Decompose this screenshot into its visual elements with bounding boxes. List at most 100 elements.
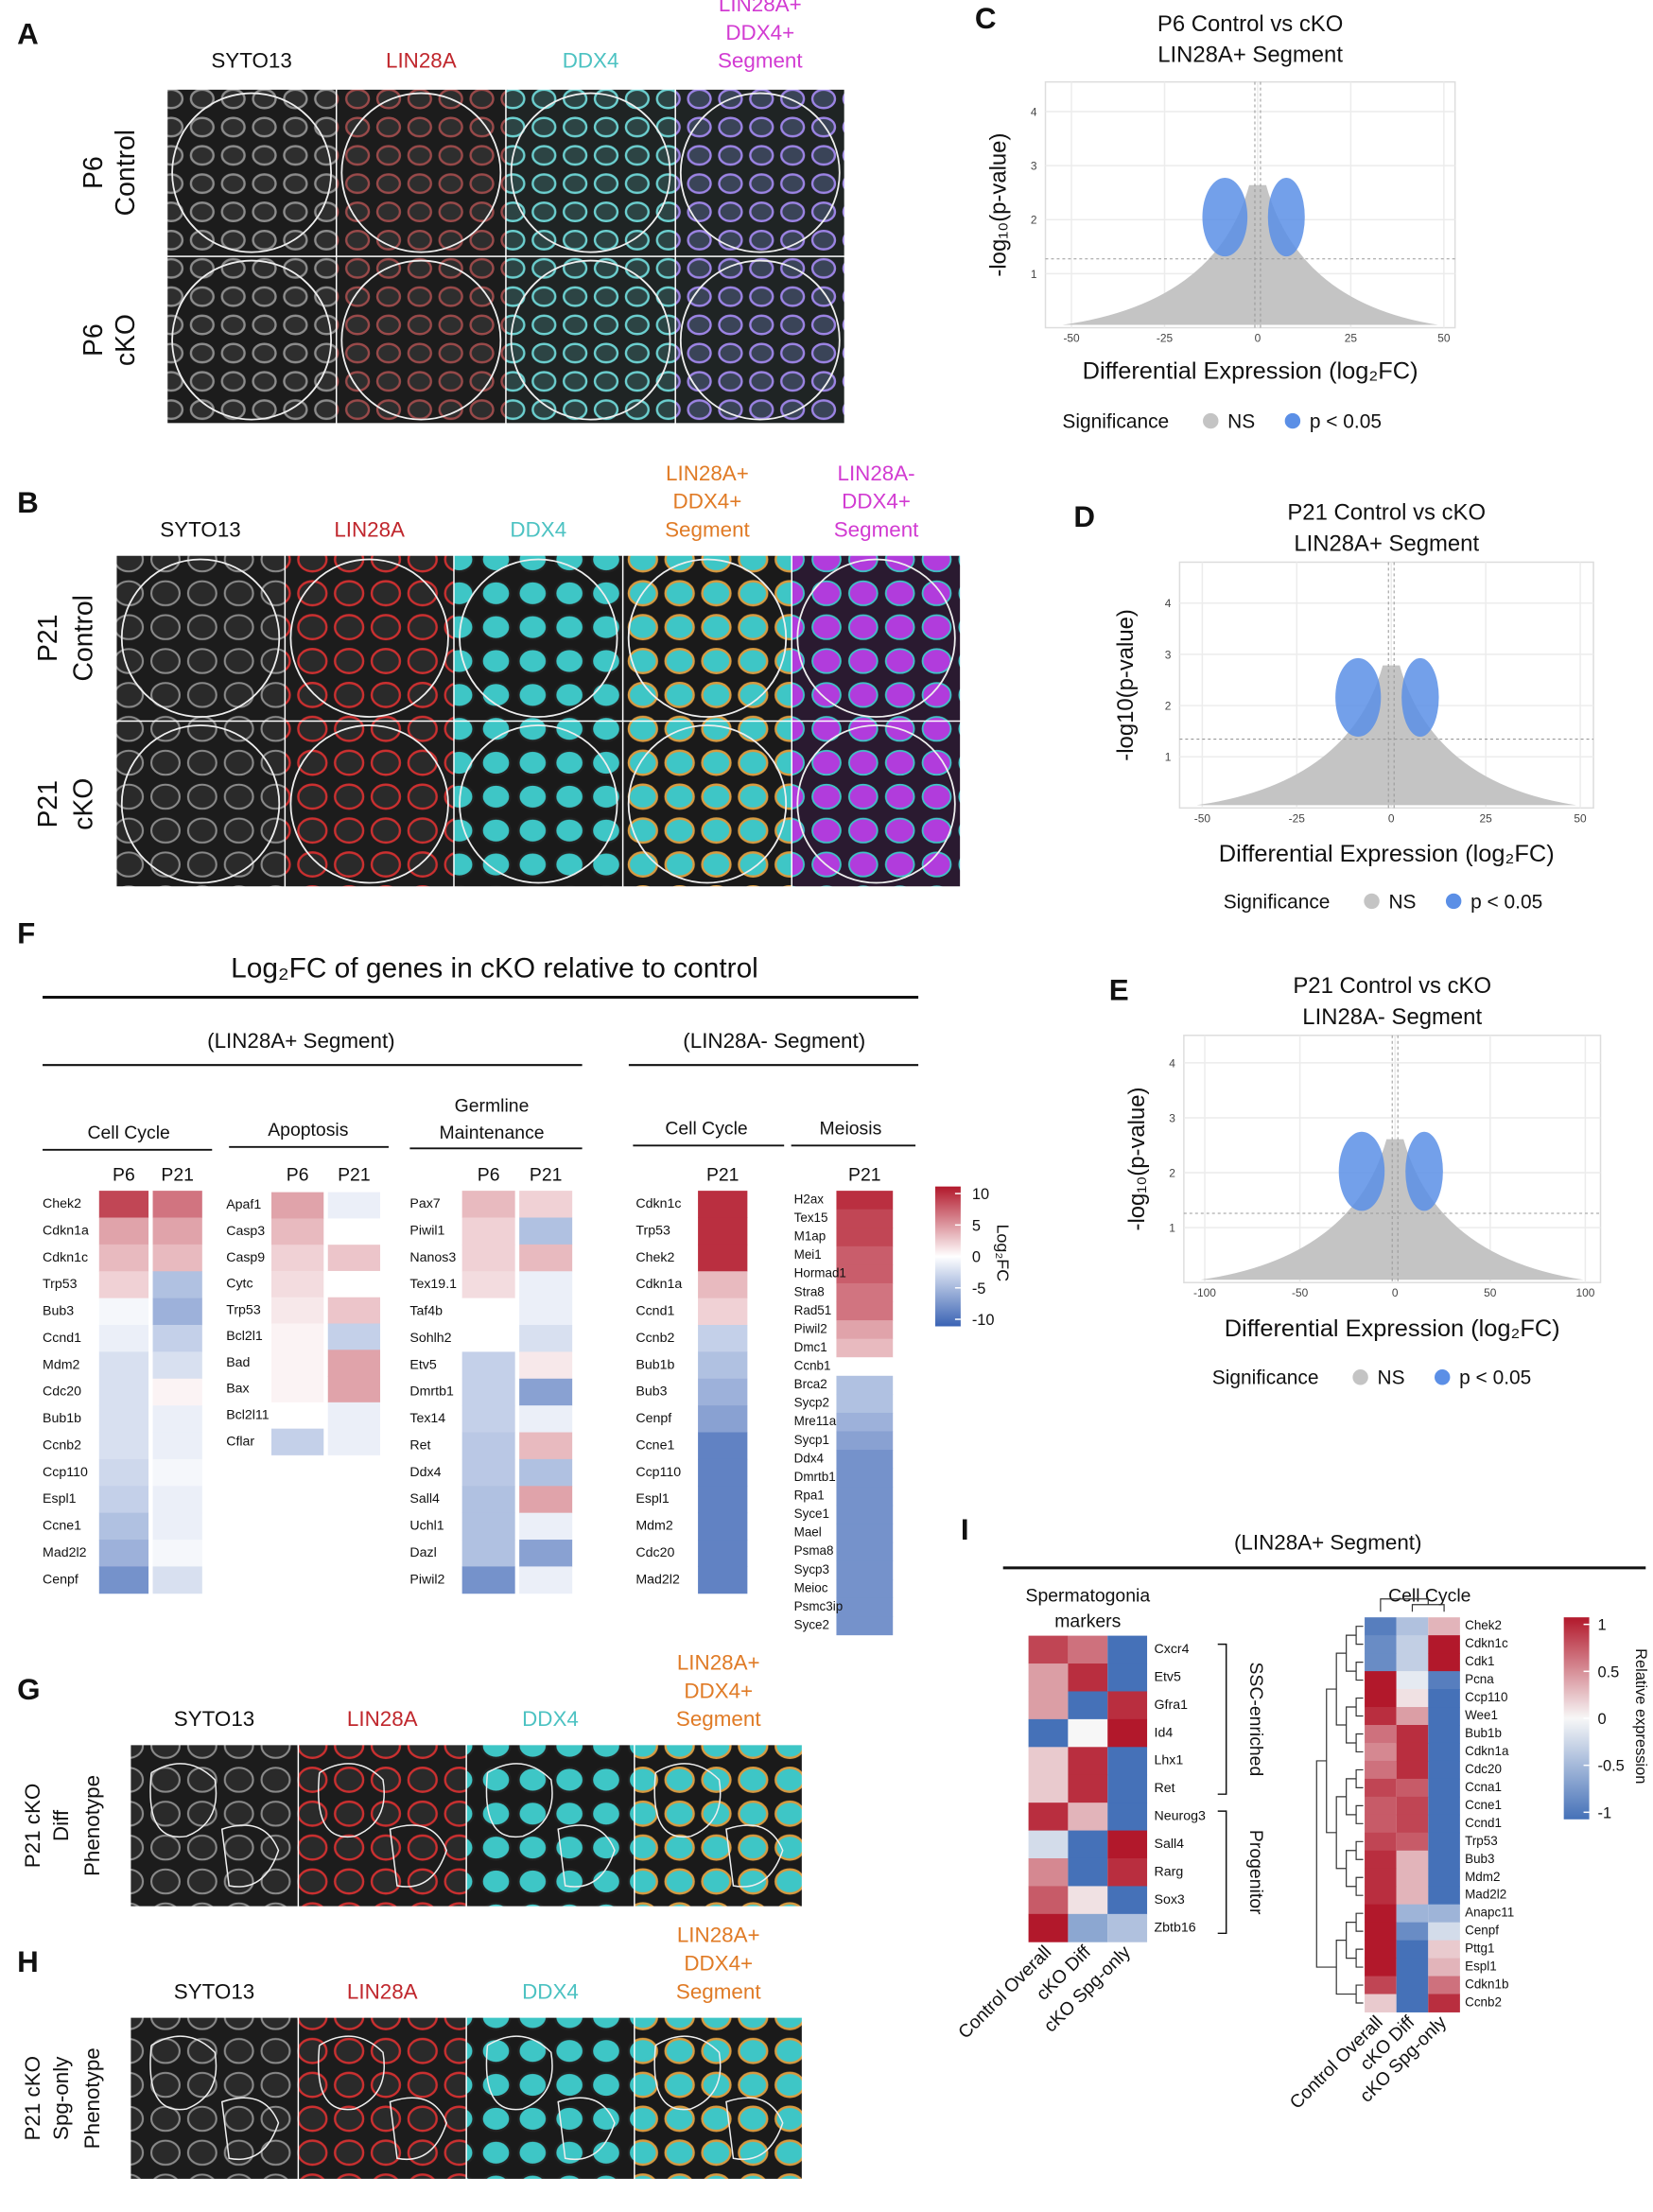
- heatmap-title: Spermatogonia: [1026, 1586, 1151, 1607]
- column-label: DDX4+: [673, 490, 742, 514]
- column-label: P21: [848, 1165, 881, 1186]
- heatmap-cell: [519, 1271, 573, 1299]
- micrograph: [299, 2017, 466, 2179]
- heatmap-cell: [98, 1351, 149, 1380]
- heatmap-cell: [98, 1244, 149, 1272]
- heatmap-cell: [1428, 1868, 1460, 1888]
- legend-label: NS: [1227, 411, 1255, 433]
- column-label: SYTO13: [174, 1979, 254, 2003]
- heatmap-cell: [98, 1378, 149, 1406]
- heatmap-cell: [98, 1271, 149, 1299]
- gene-label: Syce1: [794, 1507, 829, 1521]
- roi-outline: [289, 558, 449, 718]
- heatmap-cell: [519, 1540, 573, 1567]
- legend-title: Significance: [1062, 411, 1169, 433]
- heatmap-cell: [1396, 1940, 1429, 1959]
- column-label: DDX4: [522, 1979, 579, 2003]
- roi-outline: [627, 724, 788, 884]
- heatmap-cell: [1396, 1707, 1429, 1726]
- heatmap-cell: [1365, 1976, 1397, 1994]
- legend-label: p < 0.05: [1470, 891, 1542, 913]
- heatmap-cell: [1428, 1904, 1460, 1924]
- heatmap-cell: [1428, 1778, 1460, 1798]
- gene-label: Espl1: [43, 1491, 77, 1507]
- heatmap-cell: [836, 1375, 894, 1395]
- gene-label: Bad: [226, 1355, 250, 1370]
- heatmap-cell: [98, 1458, 149, 1487]
- legend-title: Significance: [1224, 891, 1331, 913]
- heatmap-cell: [836, 1394, 894, 1414]
- heatmap-cell: [1107, 1830, 1148, 1859]
- gene-label: Etv5: [1155, 1669, 1181, 1684]
- dendrogram: [1355, 1948, 1364, 1968]
- point-cloud: [1401, 657, 1439, 737]
- heatmap-cell: [519, 1378, 573, 1406]
- plot-title: P21 Control vs cKO: [1287, 500, 1486, 526]
- heatmap-cell: [152, 1271, 202, 1299]
- column-label: DDX4+: [842, 490, 911, 514]
- heatmap-cell: [1028, 1635, 1069, 1664]
- heatmap-cell: [1396, 1796, 1429, 1816]
- column-label: SYTO13: [174, 1707, 254, 1731]
- dendrogram: [1355, 1768, 1364, 1788]
- dendrogram: [1335, 1940, 1357, 1995]
- gene-label: Mdm2: [1465, 1870, 1500, 1884]
- point-cloud: [1062, 184, 1438, 325]
- heatmap-cell: [152, 1325, 202, 1352]
- heatmap-cell: [1428, 1850, 1460, 1870]
- heatmap-title: Meiosis: [820, 1118, 882, 1139]
- gene-label: Trp53: [226, 1302, 261, 1317]
- gene-label: Cdc20: [635, 1545, 674, 1560]
- x-tick-label: -25: [1289, 811, 1306, 825]
- heatmap-cell: [519, 1298, 573, 1326]
- gene-label: Cdkn1a: [1465, 1744, 1509, 1758]
- gene-label: Espl1: [1465, 1959, 1497, 1974]
- roi-outline: [340, 92, 502, 253]
- heatmap-cell: [1428, 1886, 1460, 1906]
- heatmap-cell: [327, 1297, 381, 1324]
- gene-label: Tex19.1: [409, 1277, 457, 1292]
- heatmap-cell: [1028, 1857, 1069, 1887]
- gene-label: Ccne1: [43, 1519, 81, 1534]
- gene-label: Chek2: [1465, 1618, 1502, 1632]
- heatmap-cell: [836, 1228, 894, 1247]
- heatmap-cell: [1107, 1747, 1148, 1776]
- y-tick-label: 2: [1169, 1167, 1175, 1180]
- heatmap-cell: [461, 1512, 515, 1541]
- panel-letter: A: [17, 17, 39, 50]
- column-label: DDX4+: [684, 1679, 753, 1702]
- heatmap-cell: [461, 1432, 515, 1460]
- heatmap-cell: [1428, 1725, 1460, 1744]
- heatmap-cell: [1428, 1742, 1460, 1762]
- panel-letter: I: [961, 1513, 969, 1546]
- panel-title: (LIN28A+ Segment): [1234, 1530, 1422, 1554]
- heatmap-cell: [1365, 1922, 1397, 1942]
- micrograph: [792, 555, 961, 721]
- heatmap-cell: [698, 1432, 748, 1460]
- legend-swatch: [1445, 893, 1462, 910]
- row-label: P21: [33, 780, 63, 827]
- roi-outline: [171, 92, 333, 253]
- heatmap-cell: [836, 1338, 894, 1358]
- dendrogram: [1326, 1688, 1337, 1834]
- x-tick-label: 100: [1575, 1286, 1594, 1299]
- roi-outline: [459, 558, 618, 718]
- micrograph: [675, 256, 844, 424]
- legend-label: NS: [1388, 891, 1416, 913]
- gene-label: Cdkn1a: [635, 1277, 682, 1292]
- column-label: LIN28A: [347, 1707, 418, 1731]
- heatmap-cell: [1365, 1742, 1397, 1762]
- heatmap-cell: [152, 1351, 202, 1380]
- heatmap-cell: [1396, 1635, 1429, 1654]
- roi-outline: [679, 92, 841, 253]
- heatmap-cell: [461, 1298, 515, 1326]
- heatmap-cell: [1365, 1617, 1397, 1636]
- gene-label: Mad2l2: [635, 1572, 680, 1587]
- dendrogram: [1380, 1598, 1445, 1612]
- row-label: P21: [33, 615, 63, 662]
- heatmap-cell: [836, 1431, 894, 1451]
- group-label: Progenitor: [1245, 1830, 1266, 1915]
- column-label: DDX4: [522, 1707, 579, 1731]
- heatmap-cell: [98, 1405, 149, 1433]
- heatmap-cell: [836, 1597, 894, 1617]
